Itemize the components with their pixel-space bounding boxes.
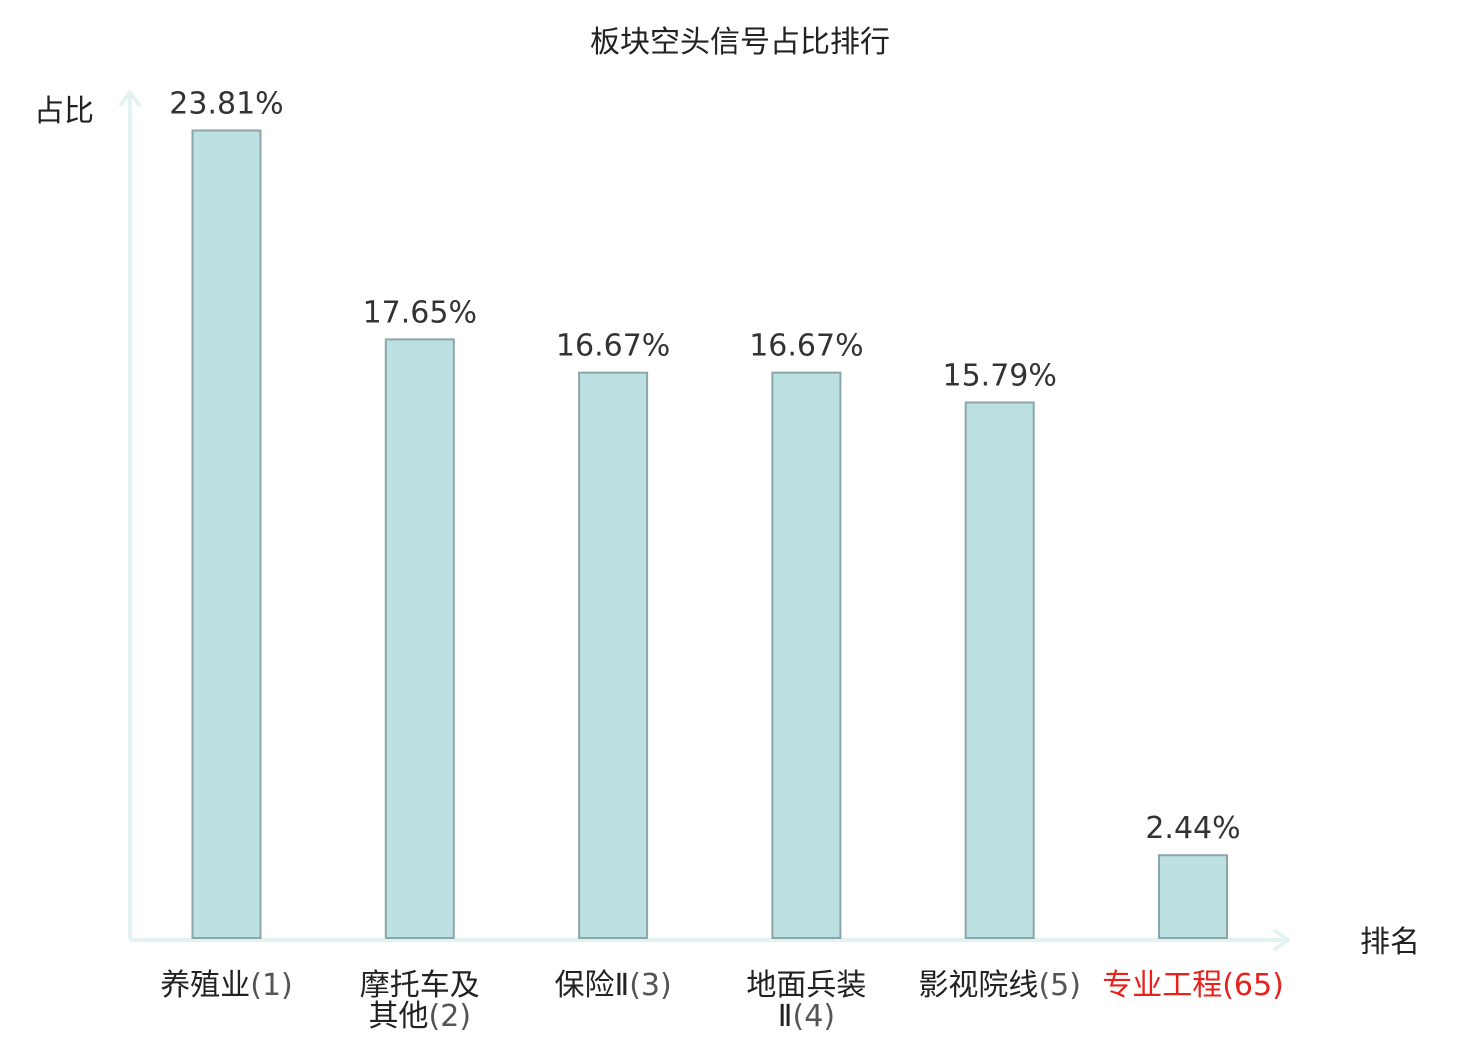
category-name: 其他 — [369, 999, 429, 1034]
category-rank: (2) — [429, 999, 472, 1034]
bar-2 — [384, 338, 455, 939]
category-rank: (5) — [1038, 968, 1081, 1003]
y-axis-label: 占比 — [34, 94, 94, 129]
category-label-6: 专业工程(65) — [1102, 968, 1284, 1003]
category-rank: (1) — [250, 968, 293, 1003]
category-rank: (3) — [629, 968, 672, 1003]
bar-6 — [1158, 854, 1228, 940]
value-label-3: 16.67% — [556, 329, 670, 364]
chart-title: 板块空头信号占比排行 — [590, 25, 890, 60]
category-label-5: 影视院线(5) — [918, 968, 1080, 1003]
category-rank: (65) — [1222, 968, 1284, 1003]
value-label-1: 23.81% — [169, 87, 283, 122]
category-name: Ⅱ — [778, 999, 793, 1034]
bar-3 — [578, 371, 649, 939]
category-label-2-line-2: 其他(2) — [369, 999, 472, 1034]
category-name: 专业工程 — [1102, 968, 1222, 1003]
category-label-2-line-1: 摩托车及 — [360, 968, 480, 1003]
x-axis-arrow — [1272, 928, 1290, 952]
value-labels: 23.81% 17.65% 16.67% 16.67% 15.79% 2.44% — [169, 87, 1240, 847]
bar-4 — [771, 371, 842, 939]
value-label-4: 16.67% — [749, 329, 863, 364]
category-name: 保险Ⅱ — [554, 968, 629, 1003]
category-label-3: 保险Ⅱ(3) — [554, 968, 671, 1003]
x-axis-label: 排名 — [1360, 925, 1420, 960]
bar-1 — [191, 129, 262, 939]
category-rank: (4) — [793, 999, 836, 1034]
category-name: 摩托车及 — [360, 968, 480, 1003]
axes — [118, 90, 1290, 952]
bars — [191, 129, 1228, 940]
bar-5 — [964, 401, 1035, 939]
value-label-6: 2.44% — [1145, 811, 1240, 846]
category-label-1: 养殖业(1) — [160, 968, 293, 1003]
category-name: 地面兵装 — [746, 968, 866, 1003]
category-name: 养殖业 — [160, 968, 250, 1003]
value-label-2: 17.65% — [363, 295, 477, 330]
y-axis-arrow — [118, 90, 142, 108]
value-label-5: 15.79% — [943, 358, 1057, 393]
category-label-4-line-1: 地面兵装 — [746, 968, 866, 1003]
category-name: 影视院线 — [918, 968, 1038, 1003]
category-label-4-line-2: Ⅱ(4) — [778, 999, 835, 1034]
